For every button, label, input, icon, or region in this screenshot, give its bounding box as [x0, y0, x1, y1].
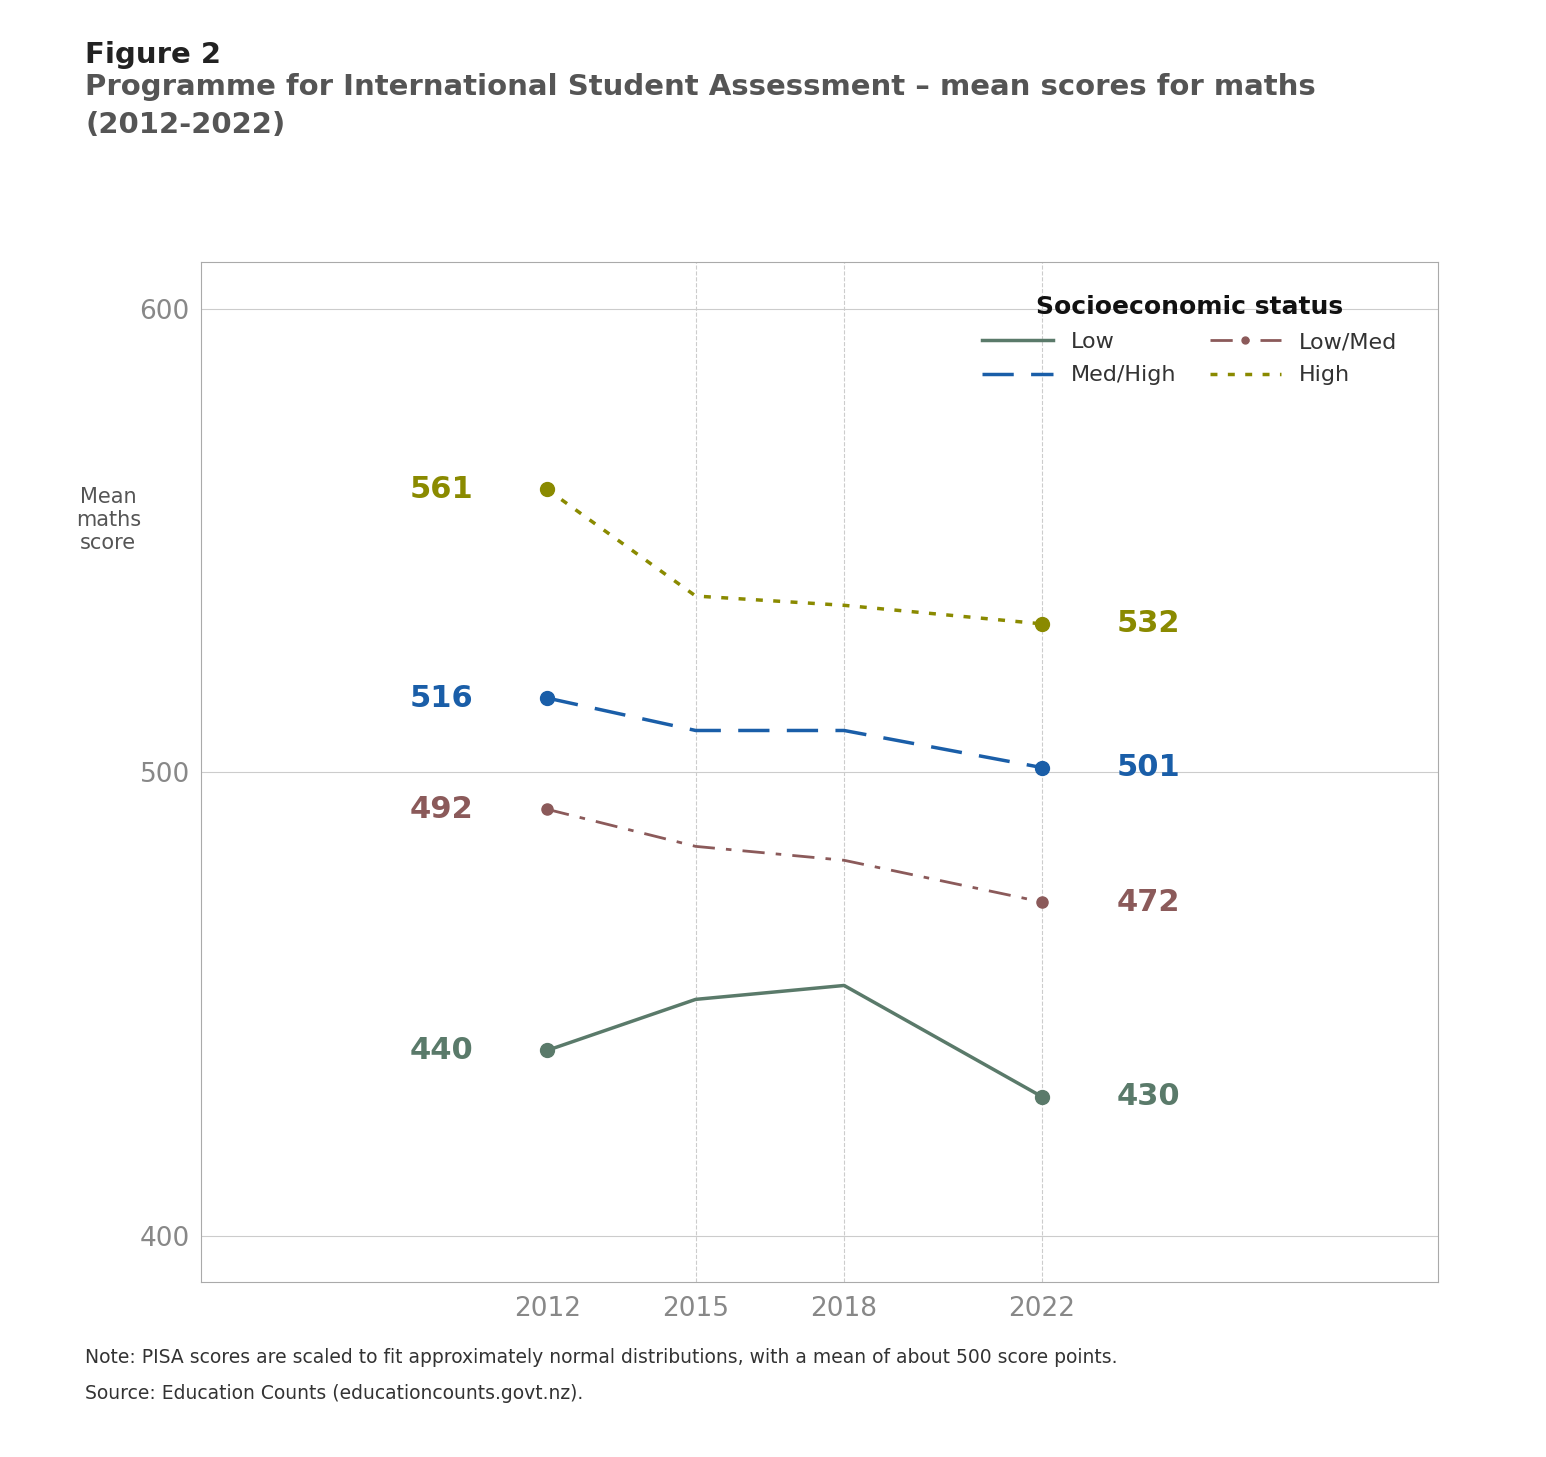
- Text: 501: 501: [1116, 753, 1180, 782]
- Text: Figure 2: Figure 2: [85, 41, 221, 68]
- Legend: Low, Med/High, Low/Med, High: Low, Med/High, Low/Med, High: [971, 284, 1408, 396]
- Text: Mean
maths
score: Mean maths score: [76, 487, 141, 554]
- Text: Programme for International Student Assessment – mean scores for maths: Programme for International Student Asse…: [85, 73, 1316, 101]
- Text: 492: 492: [410, 796, 473, 823]
- Text: 440: 440: [410, 1036, 473, 1065]
- Text: Note: PISA scores are scaled to fit approximately normal distributions, with a m: Note: PISA scores are scaled to fit appr…: [85, 1348, 1118, 1367]
- Text: 472: 472: [1116, 887, 1180, 916]
- Text: (2012-2022): (2012-2022): [85, 111, 286, 138]
- Text: 516: 516: [410, 683, 473, 712]
- Text: 561: 561: [410, 475, 473, 504]
- Text: 532: 532: [1116, 609, 1180, 638]
- Text: Source: Education Counts (educationcounts.govt.nz).: Source: Education Counts (educationcount…: [85, 1384, 583, 1403]
- Text: 430: 430: [1116, 1083, 1180, 1112]
